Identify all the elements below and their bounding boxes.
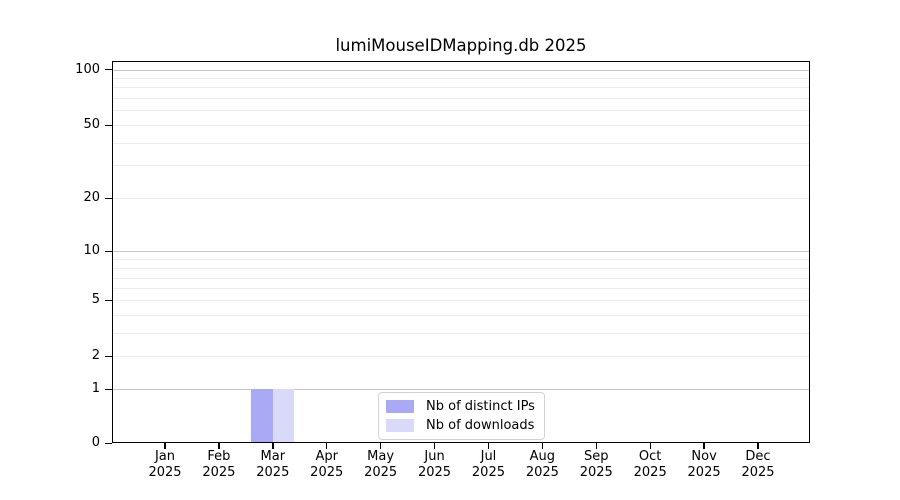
bar-distinct-ips xyxy=(251,389,273,442)
legend-item: Nb of downloads xyxy=(386,416,535,435)
legend-label: Nb of distinct IPs xyxy=(426,399,535,414)
y-tick-label: 10 xyxy=(83,243,100,258)
y-tick-label: 5 xyxy=(91,292,100,307)
gridline xyxy=(113,110,809,111)
gridline xyxy=(113,69,809,71)
x-tick-label: Aug 2025 xyxy=(525,449,559,480)
x-tick-mark xyxy=(218,443,220,449)
legend: Nb of distinct IPs Nb of downloads xyxy=(378,392,545,440)
gridline xyxy=(113,143,809,144)
y-tick-label: 0 xyxy=(91,435,100,450)
legend-label: Nb of downloads xyxy=(426,418,535,433)
y-tick-mark xyxy=(105,355,112,357)
x-tick-label: Jul 2025 xyxy=(471,449,505,480)
y-tick-mark xyxy=(105,197,112,199)
x-tick-label: Oct 2025 xyxy=(633,449,667,480)
x-tick-mark xyxy=(703,443,705,449)
legend-item: Nb of distinct IPs xyxy=(386,397,535,416)
y-tick-mark xyxy=(105,69,112,71)
legend-swatch-distinct-ips xyxy=(386,400,414,413)
x-tick-mark xyxy=(757,443,759,449)
gridline xyxy=(113,288,809,289)
legend-swatch-downloads xyxy=(386,419,414,432)
x-tick-label: Jun 2025 xyxy=(417,449,452,480)
gridline xyxy=(113,165,809,166)
gridline xyxy=(113,333,809,334)
y-tick-label: 20 xyxy=(83,190,100,205)
bar-downloads xyxy=(272,389,295,442)
x-tick-mark xyxy=(380,443,382,449)
gridline xyxy=(113,98,809,99)
x-tick-mark xyxy=(326,443,328,449)
gridline xyxy=(113,259,809,260)
gridline xyxy=(113,78,809,79)
x-tick-label: May 2025 xyxy=(364,449,398,480)
gridline xyxy=(113,356,809,357)
y-tick-mark xyxy=(105,442,112,444)
gridline xyxy=(113,389,809,390)
x-tick-label: Apr 2025 xyxy=(310,449,344,480)
y-tick-label: 50 xyxy=(83,117,100,132)
x-tick-label: Feb 2025 xyxy=(202,449,236,480)
y-tick-mark xyxy=(105,388,112,390)
x-tick-label: Jan 2025 xyxy=(148,449,182,480)
plot-area xyxy=(112,61,810,443)
gridline xyxy=(113,300,809,301)
gridline xyxy=(113,278,809,279)
x-tick-mark xyxy=(433,443,436,449)
y-tick-label: 1 xyxy=(91,381,100,396)
x-tick-mark xyxy=(595,443,597,449)
gridline xyxy=(113,251,809,252)
gridline xyxy=(113,268,809,269)
y-tick-mark xyxy=(105,124,112,126)
gridline xyxy=(113,315,809,316)
x-tick-mark xyxy=(164,443,166,449)
x-tick-mark xyxy=(649,443,651,449)
y-tick-label: 100 xyxy=(75,61,100,77)
x-tick-mark xyxy=(541,443,544,449)
x-tick-mark xyxy=(272,443,274,449)
y-tick-mark xyxy=(105,299,112,301)
gridline xyxy=(113,198,809,199)
x-tick-mark xyxy=(487,443,490,449)
x-tick-label: Mar 2025 xyxy=(256,449,290,480)
x-tick-label: Dec 2025 xyxy=(741,449,775,480)
gridline xyxy=(113,87,809,88)
x-tick-label: Sep 2025 xyxy=(579,449,613,480)
x-tick-label: Nov 2025 xyxy=(687,449,721,480)
chart-title: lumiMouseIDMapping.db 2025 xyxy=(335,36,587,55)
y-tick-label: 2 xyxy=(91,348,100,363)
gridline xyxy=(113,125,809,126)
y-tick-mark xyxy=(105,250,112,252)
